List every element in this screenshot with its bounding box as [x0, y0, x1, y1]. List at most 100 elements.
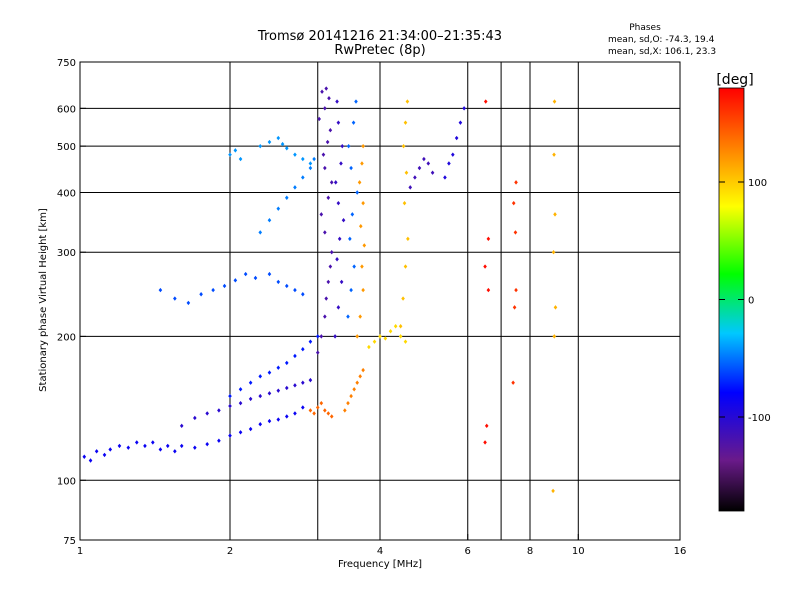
x-tick-label: 6 — [465, 546, 471, 557]
data-point — [258, 143, 263, 149]
data-point — [378, 334, 382, 339]
data-point — [173, 296, 177, 301]
data-point — [339, 161, 343, 166]
data-point — [451, 152, 455, 157]
data-point — [329, 180, 334, 185]
data-point — [329, 250, 334, 255]
data-point — [348, 236, 352, 242]
data-point — [511, 380, 515, 385]
data-point — [301, 405, 305, 410]
data-point — [158, 287, 163, 293]
data-point — [361, 143, 365, 149]
data-point — [117, 443, 122, 449]
data-point — [222, 283, 227, 289]
data-point — [398, 334, 403, 339]
data-point — [193, 415, 197, 421]
data-point — [319, 400, 324, 406]
data-point — [360, 264, 364, 269]
data-point — [325, 139, 330, 145]
data-point — [199, 292, 203, 297]
data-point — [360, 161, 364, 166]
data-point — [483, 99, 488, 104]
data-point — [513, 230, 518, 235]
data-point — [408, 185, 413, 190]
data-point — [358, 374, 362, 379]
data-point — [367, 344, 371, 350]
data-point — [315, 334, 320, 339]
data-point — [267, 418, 272, 424]
data-points — [82, 86, 558, 494]
data-point — [514, 180, 518, 185]
data-point — [357, 180, 362, 185]
colorbar-tick-label: 100 — [748, 178, 767, 189]
data-point — [238, 387, 243, 392]
data-point — [293, 353, 297, 359]
data-point — [403, 120, 408, 125]
data-point — [94, 449, 99, 454]
data-point — [134, 440, 139, 445]
data-point — [484, 423, 489, 429]
x-tick-label: 1 — [77, 546, 83, 557]
data-point — [514, 287, 518, 293]
data-point — [233, 148, 238, 153]
data-point — [284, 414, 289, 419]
data-point — [346, 143, 351, 149]
data-point — [426, 161, 431, 166]
data-point — [335, 99, 339, 104]
data-point — [276, 279, 281, 285]
data-point — [238, 400, 243, 406]
data-point — [346, 314, 350, 319]
data-point — [217, 438, 221, 443]
data-point — [326, 411, 331, 416]
data-point — [248, 380, 253, 385]
data-point — [358, 224, 363, 229]
data-point — [165, 443, 170, 449]
data-point — [328, 264, 333, 269]
data-point — [258, 393, 263, 399]
data-point — [393, 324, 398, 329]
data-point — [158, 447, 163, 452]
data-point — [447, 161, 451, 166]
data-point — [512, 305, 517, 310]
data-point — [179, 443, 184, 449]
data-point — [301, 292, 305, 297]
data-point — [352, 387, 356, 392]
data-point — [462, 106, 466, 111]
data-point — [337, 236, 342, 242]
data-point — [553, 212, 557, 217]
colorbar-tick-label: -100 — [748, 413, 771, 424]
chart-title: Tromsø 20141216 21:34:00–21:35:43 — [257, 29, 502, 44]
data-point — [293, 152, 297, 157]
data-point — [301, 347, 305, 352]
data-point — [349, 287, 353, 293]
data-point — [228, 403, 232, 409]
stats-x-mode: mean, sd,X: 106.1, 23.3 — [608, 47, 716, 57]
x-axis-ticks: 1 2 4 6 8 10 16 — [77, 534, 686, 557]
data-point — [312, 156, 316, 162]
data-point — [280, 141, 285, 147]
stats-heading: Phases — [629, 23, 661, 33]
data-point — [258, 422, 263, 427]
data-point — [430, 170, 435, 175]
data-point — [398, 324, 403, 329]
data-point — [321, 152, 326, 157]
data-point — [486, 287, 491, 293]
data-point — [324, 86, 329, 91]
data-point — [228, 433, 232, 438]
data-point — [413, 175, 417, 180]
data-point — [335, 257, 339, 262]
data-point — [443, 175, 447, 180]
data-point — [323, 230, 327, 235]
data-point — [551, 250, 556, 255]
data-point — [351, 120, 356, 125]
y-tick-label: 500 — [57, 142, 76, 153]
data-point — [405, 99, 410, 104]
x-tick-label: 10 — [572, 546, 585, 557]
data-point — [308, 408, 313, 413]
data-point — [355, 190, 359, 195]
grid-lines — [80, 62, 680, 540]
data-point — [320, 89, 324, 94]
data-point — [315, 350, 320, 355]
data-point — [186, 300, 191, 306]
data-point — [343, 408, 347, 413]
